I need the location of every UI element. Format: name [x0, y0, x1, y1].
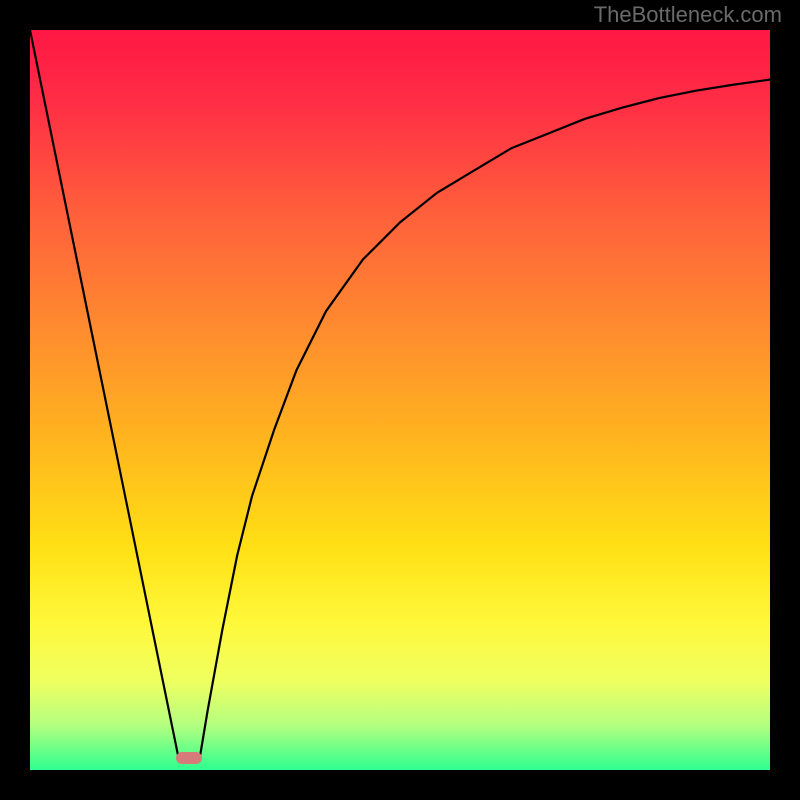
watermark-text: TheBottleneck.com: [594, 2, 782, 28]
bottleneck-curve: [30, 30, 770, 770]
plot-area: [30, 30, 770, 770]
optimal-point-marker: [176, 752, 202, 764]
